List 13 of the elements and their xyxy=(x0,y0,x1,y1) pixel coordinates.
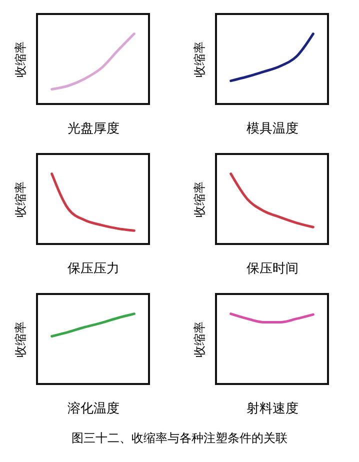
x-axis-title: 光盘厚度 xyxy=(68,120,120,136)
y-axis-title: 收缩率 xyxy=(192,42,206,78)
x-axis-title: 保压压力 xyxy=(68,262,120,276)
y-axis-title: 收缩率 xyxy=(14,42,28,78)
x-axis-title: 溶化温度 xyxy=(68,400,120,416)
x-axis-title: 保压时间 xyxy=(246,262,298,276)
y-axis-title: 收缩率 xyxy=(192,182,206,218)
y-axis-title: 收缩率 xyxy=(14,322,28,358)
text: 图三十二、收缩率与各种注塑条件的关联 xyxy=(70,430,288,447)
y-axis-title: 收缩率 xyxy=(14,182,28,218)
y-axis-title: 收缩率 xyxy=(192,322,206,358)
x-axis-title: 模具温度 xyxy=(246,120,298,136)
x-axis-title: 射料速度 xyxy=(246,400,298,416)
